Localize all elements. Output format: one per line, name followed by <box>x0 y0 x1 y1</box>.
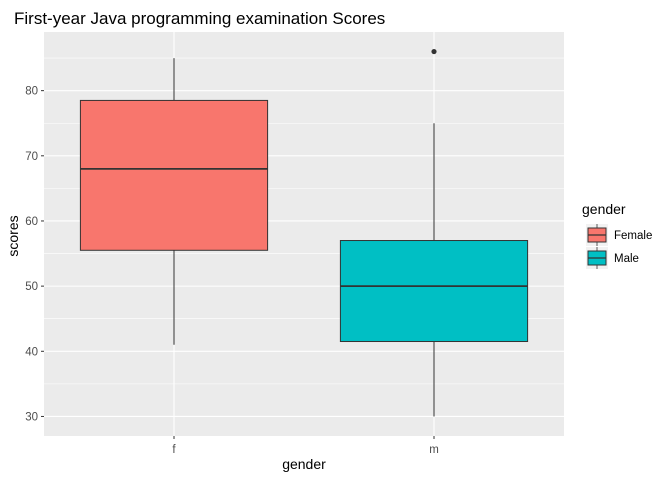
box-iqr <box>79 99 269 251</box>
legend-entry-female: Female <box>586 224 652 246</box>
box-f <box>79 58 269 345</box>
box-iqr <box>339 240 529 343</box>
y-tick-label: 50 <box>25 281 38 293</box>
legend-entry-male: Male <box>586 247 639 269</box>
legend-title: gender <box>582 201 626 217</box>
y-tick-label: 70 <box>25 151 38 163</box>
legend-label: Male <box>614 253 639 265</box>
chart-title: First-year Java programming examination … <box>14 9 385 28</box>
y-tick-label: 60 <box>25 216 38 228</box>
x-tick-label: f <box>172 444 176 456</box>
legend: gender Female Male <box>582 201 652 269</box>
outlier-point <box>431 48 437 55</box>
y-axis-title: scores <box>5 215 21 256</box>
box-m <box>339 48 529 417</box>
x-axis-title: gender <box>282 456 326 472</box>
x-tick-label: m <box>429 444 439 456</box>
y-tick-label: 30 <box>25 411 38 423</box>
y-tick-label: 80 <box>25 86 38 98</box>
y-tick-label: 40 <box>25 346 38 358</box>
legend-label: Female <box>614 230 652 242</box>
plot-area: 30 40 50 60 70 80 f m <box>25 32 564 456</box>
